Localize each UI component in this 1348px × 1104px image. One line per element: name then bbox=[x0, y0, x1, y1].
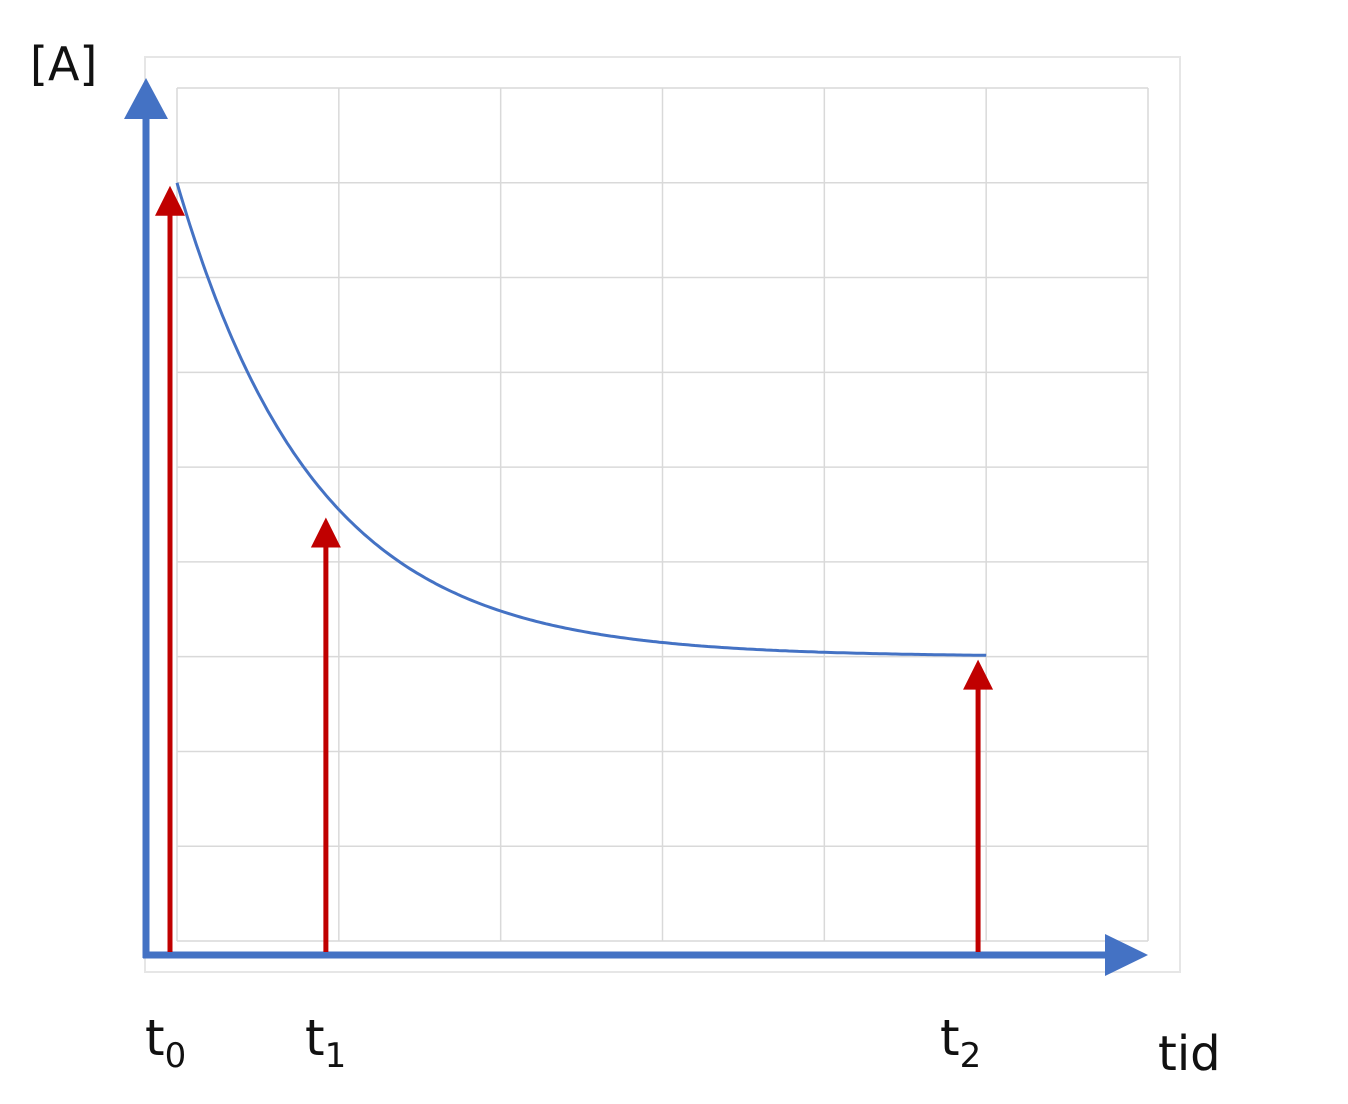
axes bbox=[124, 78, 1148, 976]
x-axis-arrowhead-icon bbox=[1105, 934, 1148, 976]
time-label-base: t bbox=[940, 1009, 960, 1067]
markers-layer: t0 t1 t2 bbox=[145, 185, 994, 1076]
time-label-subscript: 0 bbox=[165, 1036, 187, 1076]
marker-arrowhead-icon bbox=[155, 185, 185, 216]
y-axis-arrowhead-icon bbox=[124, 78, 168, 119]
y-axis-label: [A] bbox=[30, 37, 97, 91]
time-label-base: t bbox=[145, 1009, 165, 1067]
time-label-subscript: 1 bbox=[325, 1036, 347, 1076]
marker-arrowhead-icon bbox=[310, 517, 341, 548]
series-layer bbox=[175, 182, 987, 657]
decay-curve bbox=[175, 182, 987, 657]
time-label-subscript: 2 bbox=[960, 1036, 982, 1076]
time-label-t1: t1 bbox=[305, 1009, 346, 1076]
time-label-base: t bbox=[305, 1009, 325, 1067]
marker-arrowhead-icon bbox=[963, 659, 994, 690]
time-label-t2: t2 bbox=[940, 1009, 981, 1076]
grid bbox=[176, 87, 1149, 942]
time-label-t0: t0 bbox=[145, 1009, 186, 1076]
x-axis-label: tid bbox=[1158, 1026, 1221, 1082]
